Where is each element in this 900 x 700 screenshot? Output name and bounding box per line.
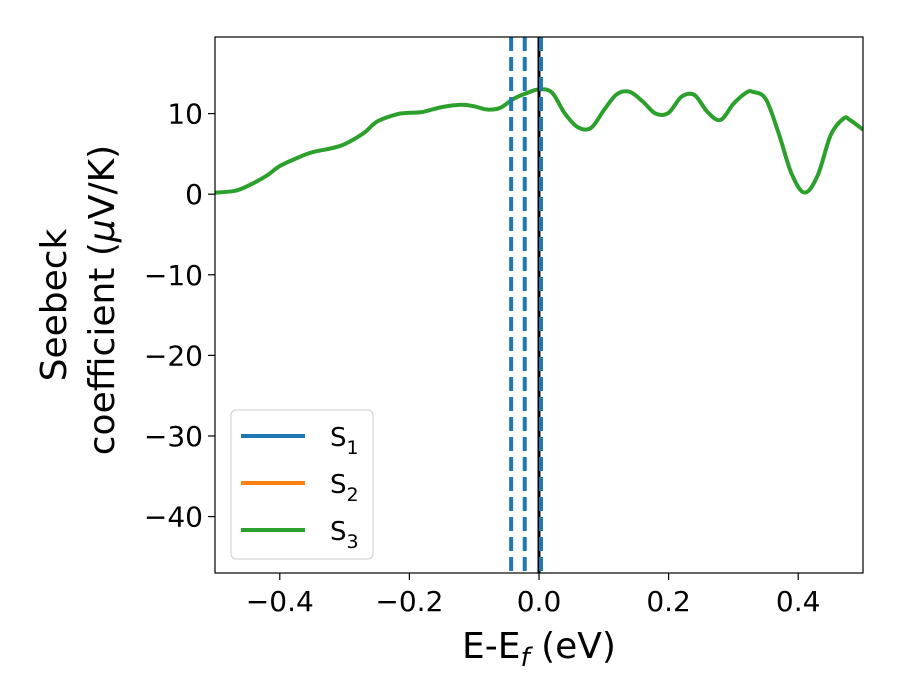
y-axis-title: Seebeck coefficient (μV/K) <box>34 145 123 455</box>
y-axis: −40 −30 −20 −10 0 10 <box>144 98 215 534</box>
y-tick-label: −30 <box>144 420 203 453</box>
y-tick-label: −10 <box>144 259 203 292</box>
x-tick-label: −0.4 <box>246 585 314 618</box>
y-tick-label: −40 <box>144 501 203 534</box>
y-tick-label: 0 <box>185 178 203 211</box>
y-tick-label: −20 <box>144 339 203 372</box>
x-tick-label: 0.0 <box>517 585 562 618</box>
series-line-s3 <box>215 87 863 195</box>
legend-label-s2: S2 <box>330 470 359 506</box>
y-tick-label: 10 <box>167 98 203 131</box>
y-axis-title-line1: Seebeck <box>34 228 75 381</box>
y-axis-title-line2: coefficient (μV/K) <box>82 145 123 455</box>
legend-label-s1: S1 <box>330 423 359 459</box>
x-axis: −0.4 −0.2 0.0 0.2 0.4 <box>246 573 821 618</box>
series-layer <box>215 87 863 195</box>
x-tick-label: 0.2 <box>646 585 691 618</box>
legend: S1 S2 S3 <box>230 409 374 560</box>
vline-layer <box>509 37 543 573</box>
x-tick-label: 0.4 <box>776 585 821 618</box>
x-tick-label: −0.2 <box>375 585 443 618</box>
legend-label-s3: S3 <box>330 517 359 553</box>
x-axis-title: E-Ef (eV) <box>462 626 616 673</box>
